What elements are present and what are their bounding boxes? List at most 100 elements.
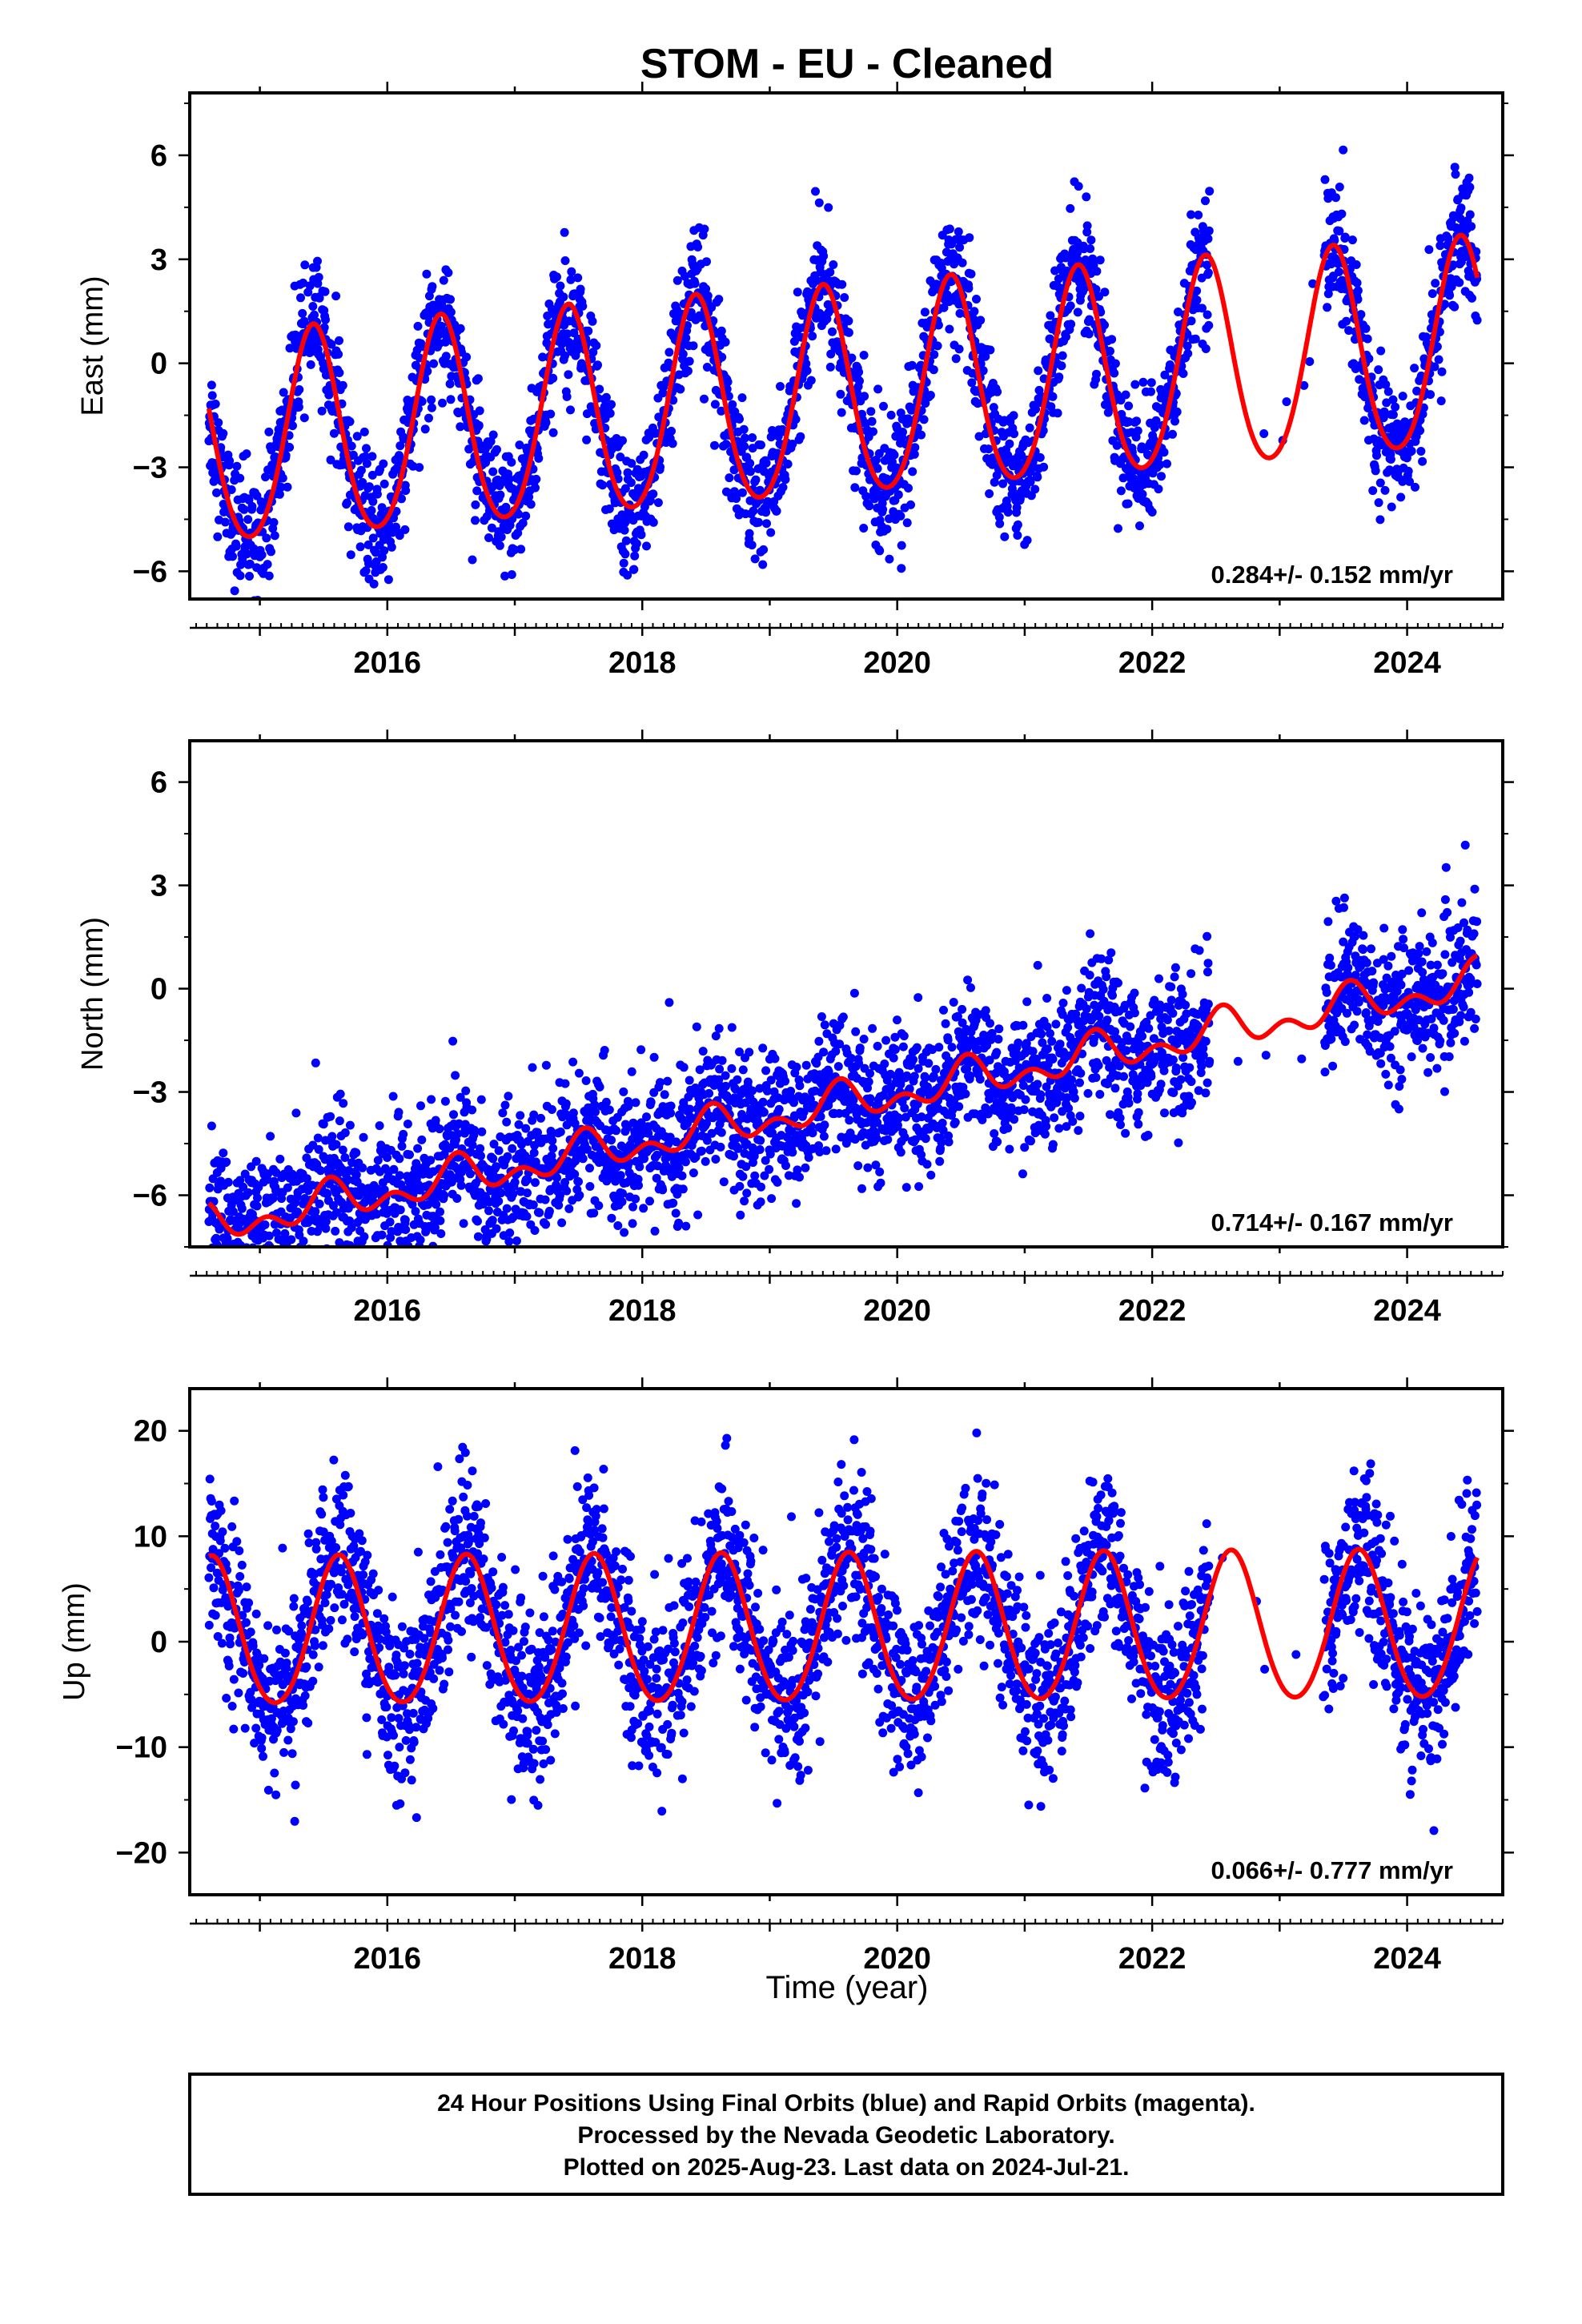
data-point: [1468, 293, 1476, 303]
data-point: [1086, 244, 1095, 253]
data-point: [1465, 183, 1475, 192]
data-point: [765, 1164, 774, 1174]
data-point: [882, 525, 892, 534]
data-point: [755, 1145, 765, 1154]
data-point: [556, 281, 565, 291]
data-point: [681, 333, 691, 343]
data-point: [319, 1120, 328, 1129]
data-point: [1116, 486, 1126, 496]
data-point: [865, 1069, 874, 1078]
data-point: [494, 1146, 504, 1156]
data-point: [1431, 279, 1440, 288]
data-point: [360, 1261, 369, 1270]
data-point: [383, 1153, 392, 1162]
data-point: [531, 483, 540, 493]
data-point: [902, 518, 912, 528]
data-point: [566, 275, 576, 284]
data-point: [488, 1216, 497, 1225]
data-point: [510, 1177, 520, 1187]
data-point: [1183, 349, 1193, 358]
data-point: [436, 1207, 444, 1216]
data-point: [702, 257, 711, 267]
data-point: [623, 570, 632, 580]
data-point: [869, 427, 877, 436]
data-point: [1092, 369, 1101, 379]
data-point: [219, 1148, 228, 1158]
data-point: [1132, 416, 1142, 426]
data-point: [714, 295, 724, 304]
data-point: [1092, 267, 1102, 276]
data-point: [604, 504, 614, 513]
data-point: [1013, 520, 1022, 529]
data-point: [740, 441, 749, 451]
data-point: [1012, 503, 1022, 513]
data-point: [364, 482, 374, 492]
data-point: [504, 1092, 513, 1101]
data-point: [1374, 365, 1383, 375]
data-point: [990, 477, 999, 487]
data-point: [781, 1161, 790, 1170]
data-point: [1382, 398, 1391, 408]
data-point: [1138, 377, 1148, 387]
data-point: [1204, 320, 1214, 330]
data-point: [831, 1144, 841, 1154]
data-point: [819, 1047, 829, 1057]
data-point: [607, 1136, 616, 1145]
data-point: [896, 511, 905, 521]
data-point: [665, 998, 674, 1007]
data-point: [205, 1183, 215, 1192]
data-point: [1342, 316, 1351, 326]
data-point: [1356, 310, 1366, 320]
data-point: [788, 1148, 797, 1157]
data-point: [850, 483, 860, 493]
data-point: [367, 505, 376, 515]
x-tick-label: 2024: [1373, 646, 1441, 680]
data-point: [417, 1135, 427, 1144]
data-point: [838, 1012, 848, 1022]
data-point: [844, 316, 853, 326]
data-point: [372, 489, 382, 499]
data-point: [678, 1184, 688, 1194]
data-point: [685, 356, 694, 366]
data-point: [964, 283, 974, 293]
data-point: [749, 506, 758, 516]
data-point: [451, 1071, 460, 1080]
data-point: [1432, 342, 1442, 352]
data-point: [671, 1208, 681, 1218]
data-point: [849, 988, 859, 998]
data-point: [470, 1125, 480, 1135]
data-point: [710, 400, 720, 409]
data-point: [281, 451, 291, 460]
data-point: [379, 479, 389, 489]
data-point: [345, 417, 355, 426]
data-point: [541, 418, 551, 428]
data-point: [1203, 268, 1213, 278]
data-point: [879, 401, 888, 411]
data-point: [1361, 324, 1371, 333]
data-point: [369, 1277, 378, 1286]
data-point: [741, 433, 749, 443]
observations-north: [204, 840, 1482, 1286]
data-point: [727, 1023, 737, 1032]
data-point: [446, 395, 456, 404]
data-point: [721, 337, 730, 347]
data-point: [560, 351, 569, 360]
data-point: [476, 1151, 485, 1160]
data-point: [676, 384, 685, 394]
data-point: [245, 572, 254, 581]
data-point: [592, 341, 601, 350]
data-point: [732, 494, 741, 503]
data-point: [299, 316, 309, 326]
data-point: [389, 1164, 399, 1174]
data-point: [262, 533, 271, 543]
data-point: [1418, 456, 1427, 466]
x-tick-label: 2018: [608, 646, 677, 680]
data-point: [264, 571, 274, 581]
data-point: [576, 284, 585, 294]
data-point: [981, 352, 990, 361]
data-point: [852, 466, 861, 476]
data-point: [317, 406, 327, 416]
data-point: [211, 400, 220, 408]
